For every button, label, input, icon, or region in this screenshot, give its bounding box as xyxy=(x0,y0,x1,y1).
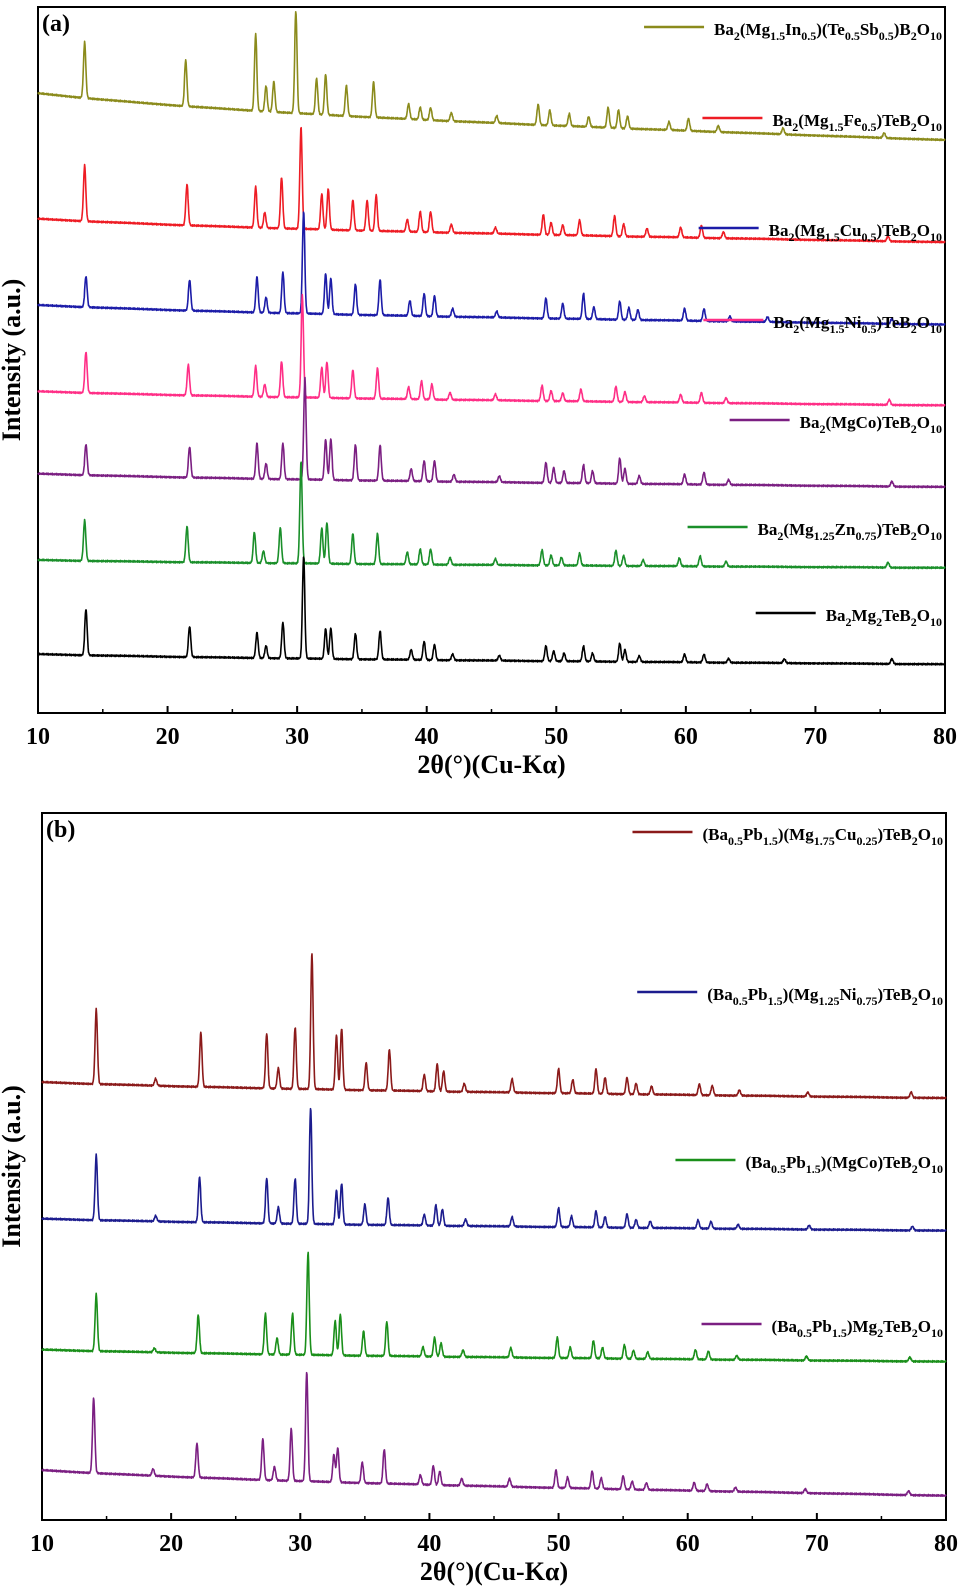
series-line xyxy=(37,556,946,666)
x-tick-label: 60 xyxy=(676,1531,700,1557)
x-axis-title: 2θ(°)(Cu-Kα) xyxy=(417,750,565,779)
legend-label: (Ba0.5Pb1.5)(MgCo)TeB2O10 xyxy=(745,1153,943,1176)
legend-label: Ba2Mg2TeB2O10 xyxy=(826,606,942,629)
legend-label: Ba2(Mg1.5In0.5)(Te0.5Sb0.5)B2O10 xyxy=(714,20,942,43)
series-line xyxy=(37,126,946,244)
series-line xyxy=(37,376,946,489)
legend-label: (Ba0.5Pb1.5)Mg2TeB2O10 xyxy=(772,1317,943,1340)
x-tick-label: 10 xyxy=(26,724,50,750)
x-tick-label: 20 xyxy=(159,1531,183,1557)
y-axis-title: Intensity (a.u.) xyxy=(0,279,26,442)
series-line xyxy=(41,953,947,1100)
panel-a: 10 20 30 40 50 60 70 80 2θ(°)(Cu-Kα) Intensity (a… xyxy=(0,6,957,779)
legend-label: Ba2(Mg1.5Fe0.5)TeB2O10 xyxy=(772,111,942,134)
legend-label: Ba2(Mg1.25Zn0.75)TeB2O10 xyxy=(758,520,942,543)
legend-label: (Ba0.5Pb1.5)(Mg1.25Ni0.75)TeB2O10 xyxy=(707,985,943,1008)
series-line xyxy=(37,11,946,142)
x-tick-label: 40 xyxy=(417,1531,441,1557)
series-line xyxy=(37,293,946,407)
x-tick-label: 40 xyxy=(415,724,439,750)
x-tick-label: 80 xyxy=(934,1531,958,1557)
panel-label: (b) xyxy=(46,817,75,843)
legend-label: Ba2(MgCo)TeB2O10 xyxy=(800,413,942,436)
x-tick-label: 30 xyxy=(285,724,309,750)
y-axis-title: Intensity (a.u.) xyxy=(0,1085,26,1248)
x-tick-label: 50 xyxy=(544,724,568,750)
series-line xyxy=(41,1371,947,1497)
series-line xyxy=(37,211,946,326)
x-tick-label: 60 xyxy=(674,724,698,750)
x-tick-label: 50 xyxy=(547,1531,571,1557)
legend-label: Ba2(Mg1.5Ni0.5)TeB2O10 xyxy=(773,313,942,336)
panel-label: (a) xyxy=(42,11,70,37)
x-tick-label: 80 xyxy=(933,724,957,750)
x-tick-label: 70 xyxy=(803,724,827,750)
x-tick-label: 30 xyxy=(288,1531,312,1557)
series-line xyxy=(41,1251,947,1364)
series-line xyxy=(37,461,946,570)
panel-b: 10 20 30 40 50 60 70 80 2θ(°)(Cu-Kα) Intensity (a… xyxy=(0,812,958,1586)
x-tick-label: 20 xyxy=(156,724,180,750)
x-tick-label: 70 xyxy=(805,1531,829,1557)
series-line xyxy=(41,1107,947,1233)
legend-label: (Ba0.5Pb1.5)(Mg1.75Cu0.25)TeB2O10 xyxy=(702,825,943,848)
legend-label: Ba2(Mg1.5Cu0.5)TeB2O10 xyxy=(769,221,942,244)
x-axis-title: 2θ(°)(Cu-Kα) xyxy=(420,1557,568,1586)
x-tick-label: 10 xyxy=(30,1531,54,1557)
